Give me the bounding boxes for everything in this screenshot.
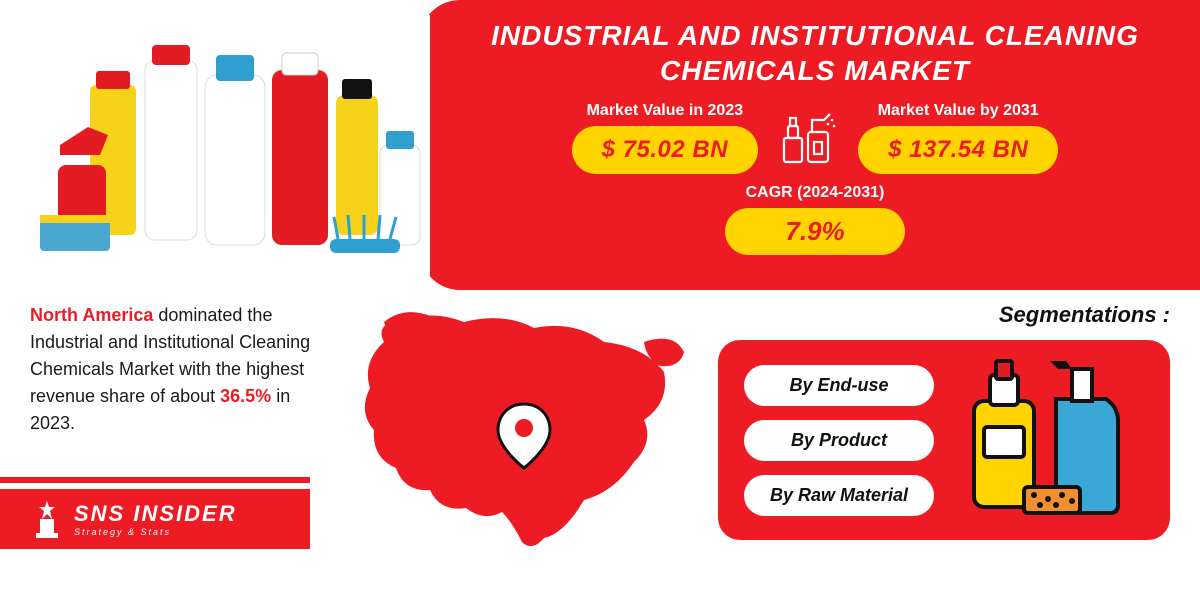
cleaning-supplies-icon (776, 106, 840, 170)
metric-cagr-label: CAGR (2024-2031) (470, 184, 1160, 202)
metric-2023-value: $ 75.02 BN (572, 126, 758, 174)
cleaning-products-icon (956, 355, 1144, 525)
segmentation-item: By Product (744, 420, 934, 461)
metric-2031-label: Market Value by 2031 (858, 102, 1058, 120)
regional-insight-text: North America dominated the Industrial a… (30, 302, 330, 437)
segmentation-item: By End-use (744, 365, 934, 406)
insight-region-highlight: North America (30, 305, 153, 325)
metric-2023-label: Market Value in 2023 (572, 102, 758, 120)
headline-panel: INDUSTRIAL AND INSTITUTIONAL CLEANING CH… (420, 0, 1200, 290)
segmentation-item: By Raw Material (744, 475, 934, 516)
north-america-map (344, 302, 704, 570)
cleaning-products-illustration (30, 15, 430, 285)
segmentations-title: Segmentations : (718, 302, 1170, 328)
logo-brand: SNS INSIDER (74, 501, 237, 527)
metric-2023: Market Value in 2023 $ 75.02 BN (572, 102, 758, 174)
metric-cagr: CAGR (2024-2031) 7.9% (470, 184, 1160, 255)
metric-cagr-value: 7.9% (725, 208, 904, 255)
metric-2031: Market Value by 2031 $ 137.54 BN (858, 102, 1058, 174)
chess-king-icon (30, 499, 64, 539)
page-title: INDUSTRIAL AND INSTITUTIONAL CLEANING CH… (470, 18, 1160, 88)
metric-2031-value: $ 137.54 BN (858, 126, 1058, 174)
segmentations-card: By End-use By Product By Raw Material (718, 340, 1170, 540)
logo-tagline: Strategy & Stats (74, 527, 237, 537)
insight-percent-highlight: 36.5% (220, 386, 271, 406)
brand-logo: SNS INSIDER Strategy & Stats (30, 477, 330, 549)
